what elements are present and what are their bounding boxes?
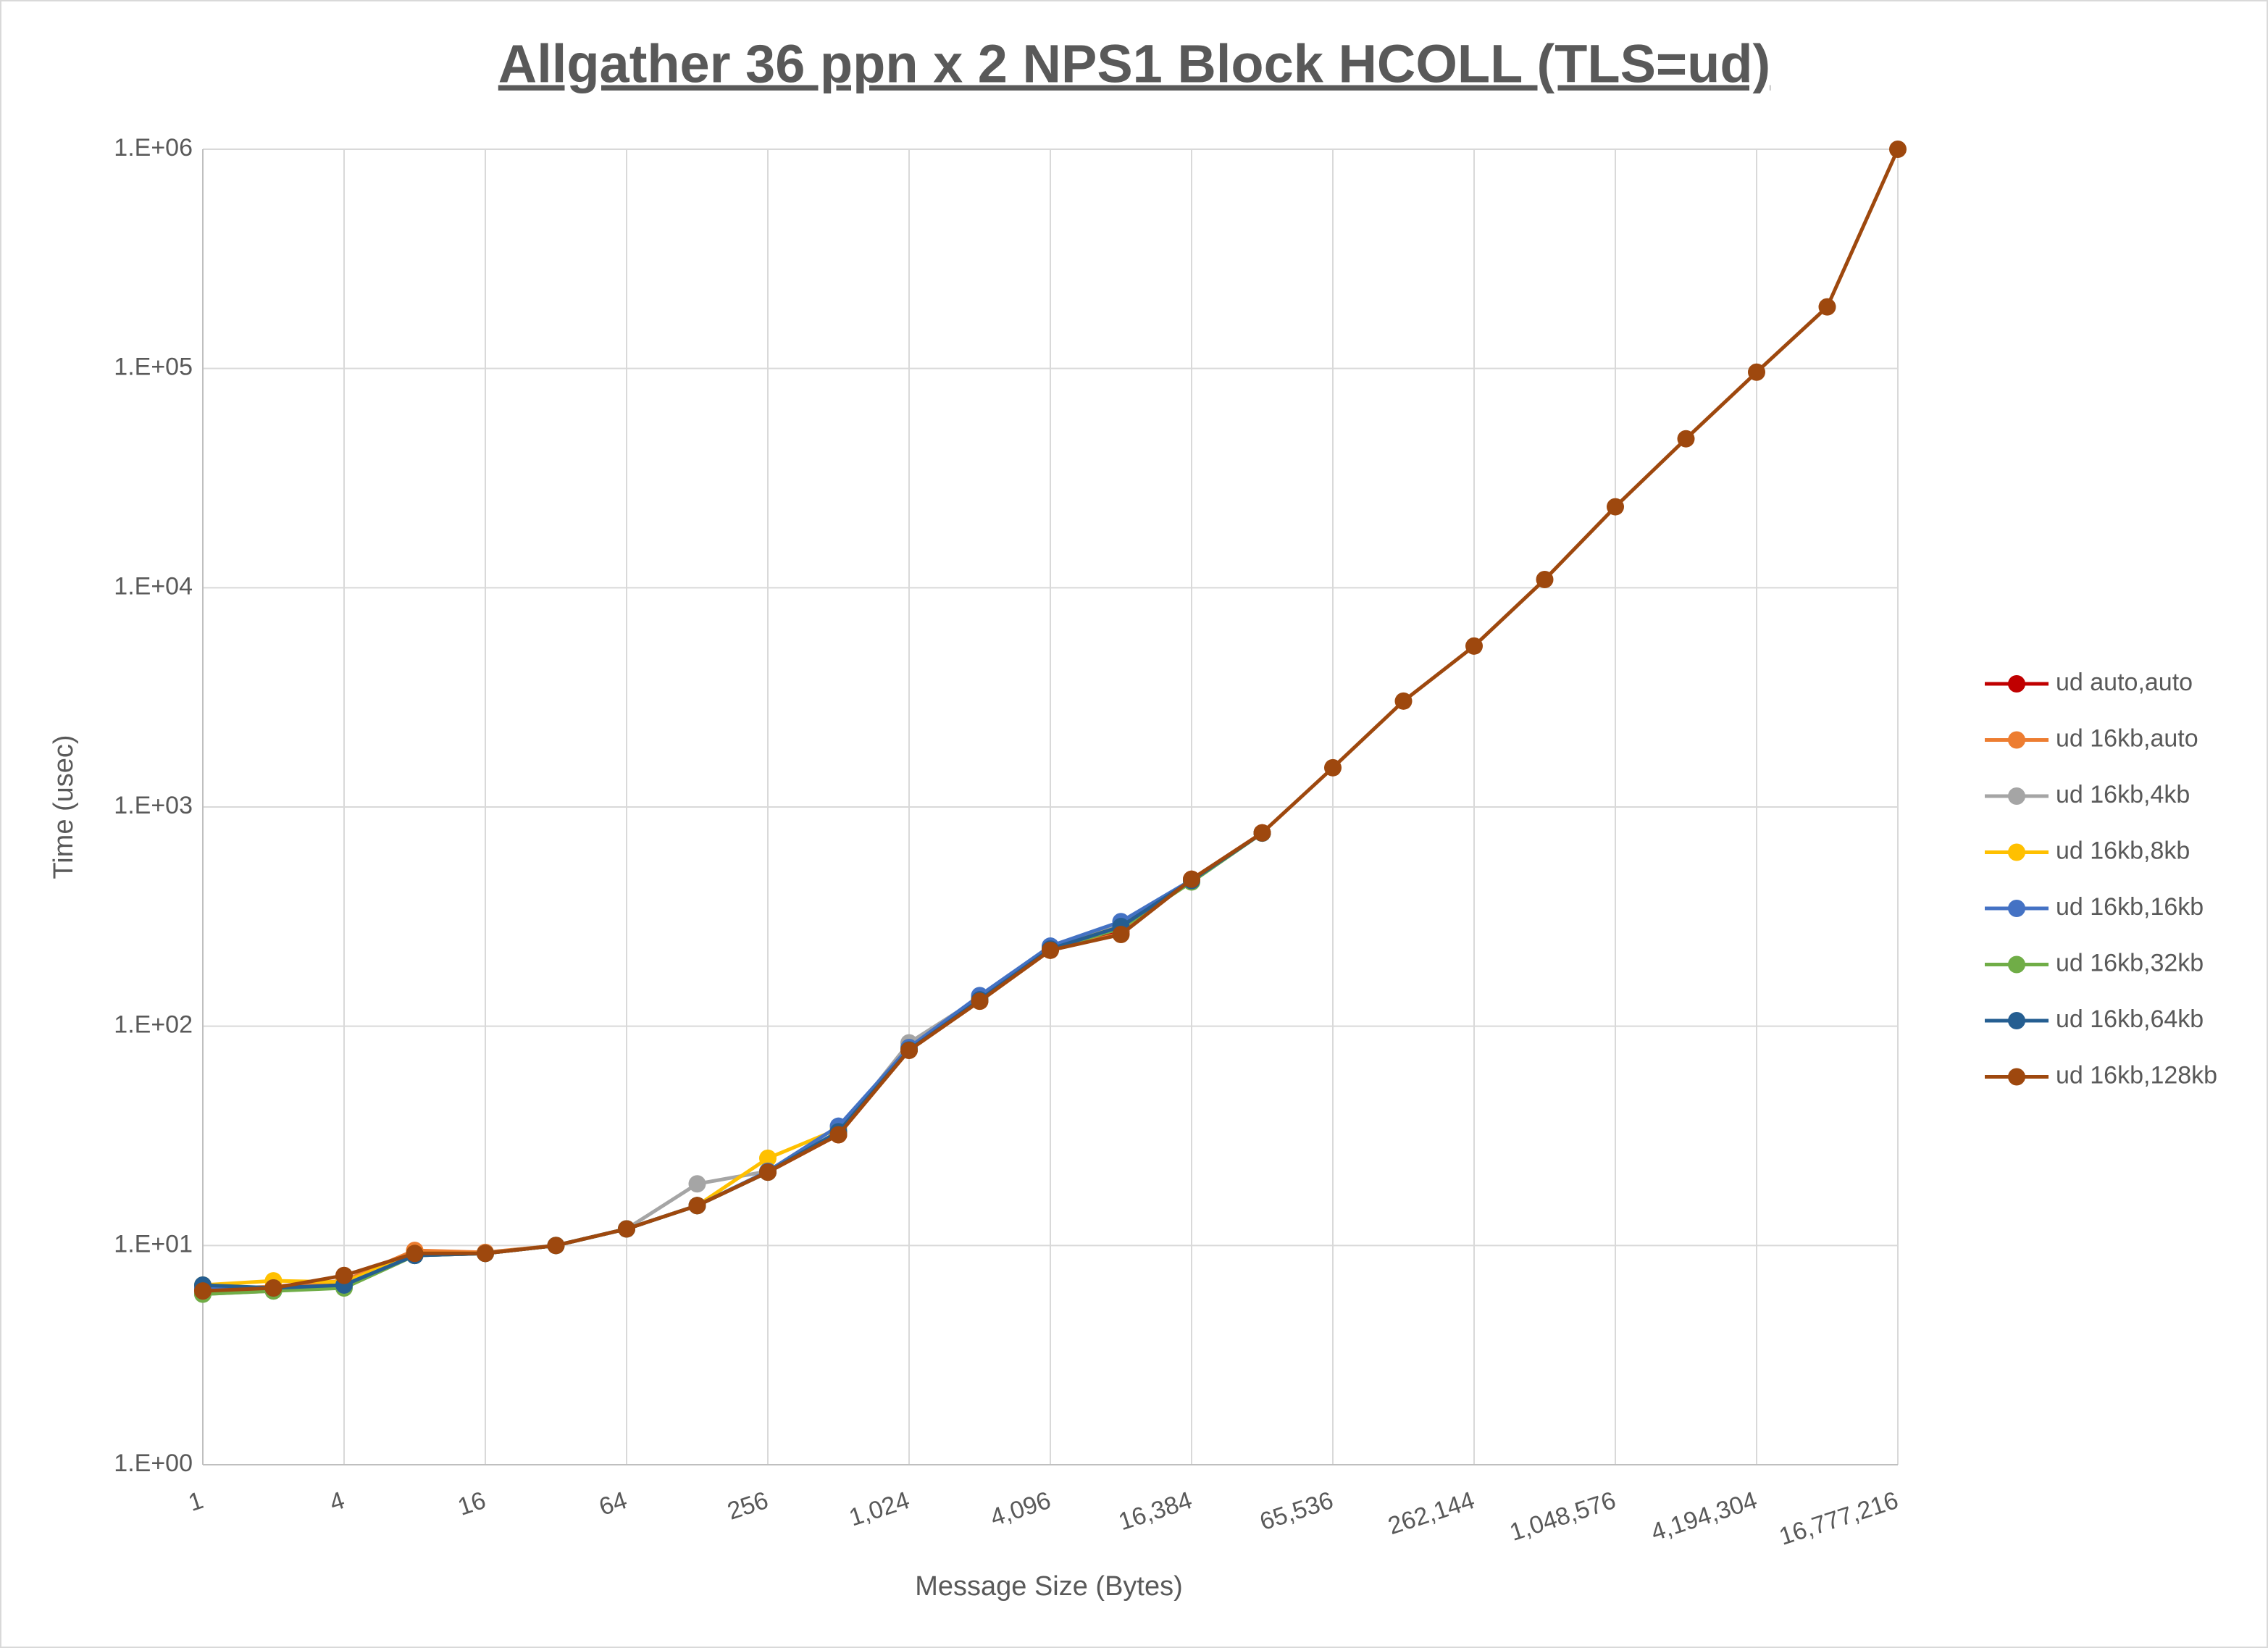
data-point <box>1112 926 1130 944</box>
legend-marker <box>2008 843 2025 861</box>
data-point <box>1183 870 1200 888</box>
data-point <box>335 1266 353 1284</box>
data-point <box>971 992 989 1011</box>
data-point <box>900 1042 918 1060</box>
data-point <box>1818 298 1836 316</box>
data-point <box>194 1282 212 1300</box>
legend-label: ud 16kb,8kb <box>2056 837 2190 864</box>
data-point <box>1253 824 1271 842</box>
data-point <box>1465 637 1483 655</box>
legend-marker <box>2008 955 2025 974</box>
legend-label: ud 16kb,auto <box>2056 724 2198 752</box>
y-tick-label: 1.E+04 <box>114 572 193 600</box>
y-tick-label: 1.E+05 <box>114 354 193 381</box>
y-tick-label: 1.E+01 <box>114 1230 193 1258</box>
legend-label: ud 16kb,32kb <box>2056 949 2204 976</box>
legend-label: ud 16kb,16kb <box>2056 893 2204 921</box>
chart-title: Allgather 36 ppn x 2 NPS1 Block HCOLL (T… <box>498 34 1770 94</box>
data-point <box>618 1220 635 1238</box>
data-point <box>406 1245 424 1263</box>
data-point <box>1748 363 1765 381</box>
data-point <box>1324 758 1342 777</box>
y-tick-label: 1.E+02 <box>114 1011 193 1039</box>
legend-marker <box>2008 787 2025 805</box>
legend-marker <box>2008 1012 2025 1029</box>
data-point <box>1042 941 1059 959</box>
legend-label: ud 16kb,4kb <box>2056 781 2190 808</box>
legend-marker <box>2008 1068 2025 1086</box>
y-tick-label: 1.E+00 <box>114 1450 193 1477</box>
data-point <box>1607 498 1624 516</box>
data-point <box>547 1237 565 1255</box>
y-tick-label: 1.E+03 <box>114 792 193 819</box>
data-point <box>477 1245 494 1263</box>
data-point <box>688 1197 706 1215</box>
y-axis-label: Time (usec) <box>49 735 79 879</box>
data-point <box>1889 141 1907 158</box>
data-point <box>688 1175 706 1193</box>
data-point <box>759 1149 777 1167</box>
data-point <box>829 1126 848 1144</box>
legend-marker <box>2008 900 2025 917</box>
x-axis-label: Message Size (Bytes) <box>915 1571 1183 1602</box>
data-point <box>264 1279 283 1297</box>
data-point <box>759 1163 777 1181</box>
legend-label: ud 16kb,64kb <box>2056 1005 2204 1033</box>
data-point <box>1677 430 1695 448</box>
legend-label: ud auto,auto <box>2056 669 2193 696</box>
legend-label: ud 16kb,128kb <box>2056 1061 2217 1089</box>
legend-marker <box>2008 731 2025 749</box>
data-point <box>1394 692 1413 710</box>
y-tick-label: 1.E+06 <box>114 134 193 162</box>
legend-marker <box>2008 675 2025 693</box>
data-point <box>1536 571 1554 589</box>
